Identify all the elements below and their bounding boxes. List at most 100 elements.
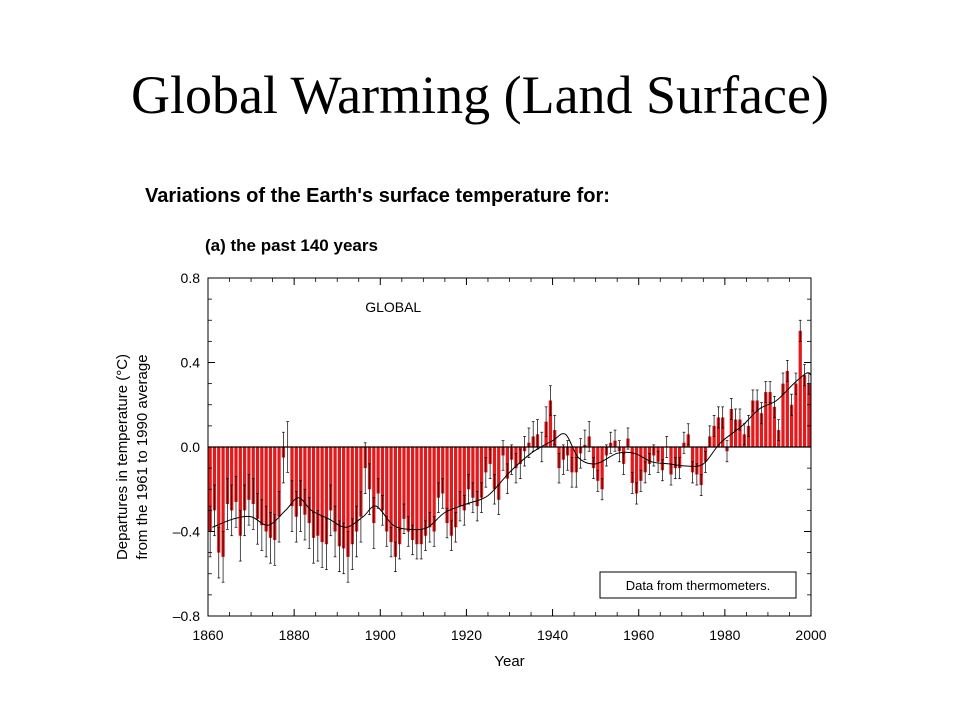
x-tick-label: 1940 — [537, 627, 568, 643]
error-bar-1981 — [725, 440, 729, 463]
x-axis-label: Year — [494, 653, 524, 670]
error-bar-1881 — [294, 491, 298, 543]
y-tick-label: –0.4 — [173, 524, 200, 540]
bar-1875 — [268, 447, 273, 538]
bar-1868 — [238, 447, 242, 536]
error-bar-1893 — [346, 531, 350, 583]
x-tick-label: 1900 — [365, 627, 396, 643]
bar-1863 — [217, 447, 221, 553]
bar-1862 — [212, 447, 217, 511]
error-bar-1940 — [549, 385, 552, 416]
error-bar-1952 — [600, 478, 604, 501]
smoothed-curve — [212, 372, 812, 531]
bars-layer — [208, 330, 811, 557]
error-bar-1996 — [790, 393, 794, 416]
bar-1922 — [471, 447, 475, 498]
bar-1919 — [458, 447, 462, 507]
error-bar-1980 — [721, 406, 725, 429]
bar-1899 — [372, 447, 376, 524]
error-bar-1869 — [243, 484, 247, 537]
bar-1980 — [721, 417, 725, 447]
error-bar-1924 — [480, 482, 483, 513]
error-bar-1932 — [514, 452, 518, 484]
error-bar-1941 — [553, 414, 557, 446]
error-bar-1979 — [716, 406, 720, 429]
error-bars-layer — [208, 319, 811, 583]
y-axis-label-line-2: from the 1961 to 1990 average — [134, 354, 151, 559]
error-bar-1882 — [299, 480, 303, 532]
bar-1913 — [432, 447, 436, 532]
bar-1973 — [690, 447, 695, 473]
x-tick-label: 2000 — [795, 627, 826, 643]
error-bar-1875 — [269, 512, 272, 564]
error-bar-1864 — [221, 531, 225, 583]
bar-1865 — [225, 447, 230, 505]
error-bar-1915 — [441, 478, 445, 509]
bar-1882 — [298, 447, 303, 507]
error-bar-1951 — [596, 469, 600, 492]
bar-1960 — [634, 447, 639, 494]
bar-1990 — [764, 392, 768, 447]
error-bar-1960 — [635, 482, 638, 505]
bar-1892 — [342, 447, 346, 549]
bar-1884 — [307, 447, 311, 524]
bar-1997 — [794, 383, 798, 447]
error-bar-1898 — [368, 463, 371, 515]
error-bar-1888 — [325, 518, 328, 570]
error-bar-1894 — [350, 518, 354, 570]
bar-1904 — [393, 447, 397, 557]
bar-1911 — [423, 447, 428, 536]
error-bar-1897 — [363, 442, 367, 494]
error-bar-1982 — [729, 398, 733, 420]
error-bar-1867 — [234, 476, 238, 528]
bar-1895 — [354, 447, 359, 532]
error-bar-1962 — [643, 461, 647, 484]
error-bar-1997 — [794, 372, 798, 395]
error-bar-1944 — [566, 440, 570, 471]
error-bar-1883 — [303, 488, 307, 541]
error-bar-1889 — [329, 484, 333, 537]
error-bar-1916 — [445, 507, 449, 539]
error-bar-1863 — [217, 526, 221, 579]
error-bar-1991 — [768, 381, 772, 403]
region-label: GLOBAL — [365, 299, 421, 315]
bar-1909 — [415, 447, 419, 545]
bar-1968 — [669, 447, 673, 475]
bar-1874 — [264, 447, 268, 532]
bar-1975 — [699, 447, 703, 486]
bar-1927 — [492, 447, 497, 490]
error-bar-1866 — [230, 484, 234, 537]
x-tick-label: 1960 — [623, 627, 654, 643]
error-bar-1891 — [337, 520, 341, 572]
error-bar-1872 — [256, 493, 259, 545]
error-bar-1935 — [527, 427, 531, 458]
y-tick-label: 0.0 — [181, 439, 201, 455]
error-bar-1957 — [622, 452, 626, 475]
bar-1916 — [445, 447, 449, 524]
x-tick-label: 1920 — [451, 627, 482, 643]
error-bar-1950 — [592, 457, 595, 480]
bar-1864 — [221, 447, 225, 557]
y-axis-label: Departures in temperature (°C) from the … — [114, 354, 151, 560]
error-bar-1886 — [316, 510, 320, 562]
bar-1908 — [410, 447, 415, 540]
bar-1890 — [333, 447, 337, 532]
error-bar-1995 — [785, 360, 789, 382]
bar-1951 — [596, 447, 600, 481]
error-bar-1963 — [648, 452, 651, 475]
bar-1994 — [781, 383, 785, 447]
annotation-box — [599, 571, 797, 599]
error-bar-1878 — [281, 431, 285, 484]
error-bar-1987 — [751, 389, 755, 412]
error-bar-1972 — [686, 423, 690, 446]
bar-1924 — [479, 447, 484, 498]
error-bar-1903 — [389, 526, 393, 558]
error-bar-1874 — [264, 505, 268, 558]
x-tick-label: 1880 — [279, 627, 310, 643]
error-bar-1908 — [411, 524, 414, 556]
error-bar-1914 — [437, 482, 440, 513]
error-bar-1942 — [557, 452, 561, 484]
error-bar-1873 — [260, 499, 264, 551]
error-bar-1999 — [803, 364, 806, 387]
error-bar-1949 — [587, 421, 591, 452]
